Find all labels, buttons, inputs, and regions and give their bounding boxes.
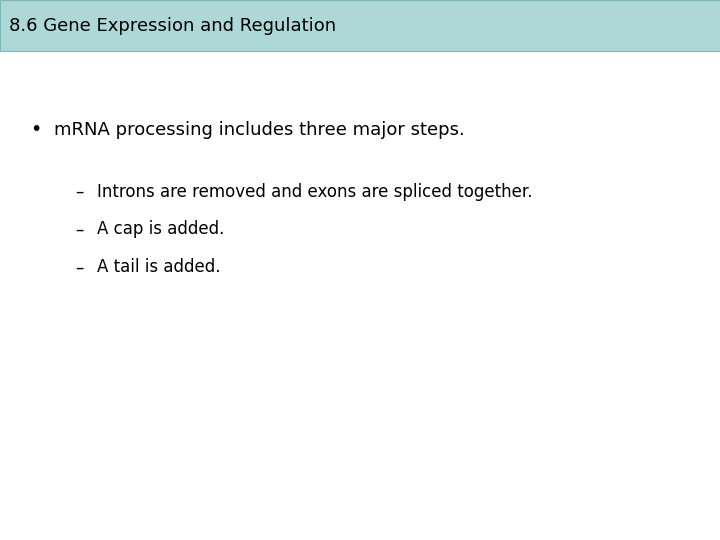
FancyBboxPatch shape — [0, 0, 720, 51]
Text: –: – — [76, 183, 84, 201]
Text: –: – — [76, 258, 84, 276]
Text: A cap is added.: A cap is added. — [97, 220, 225, 239]
Text: Introns are removed and exons are spliced together.: Introns are removed and exons are splice… — [97, 183, 533, 201]
Text: 8.6 Gene Expression and Regulation: 8.6 Gene Expression and Regulation — [9, 17, 336, 35]
Text: mRNA processing includes three major steps.: mRNA processing includes three major ste… — [54, 120, 464, 139]
Text: A tail is added.: A tail is added. — [97, 258, 221, 276]
Text: –: – — [76, 220, 84, 239]
Text: •: • — [30, 120, 42, 139]
